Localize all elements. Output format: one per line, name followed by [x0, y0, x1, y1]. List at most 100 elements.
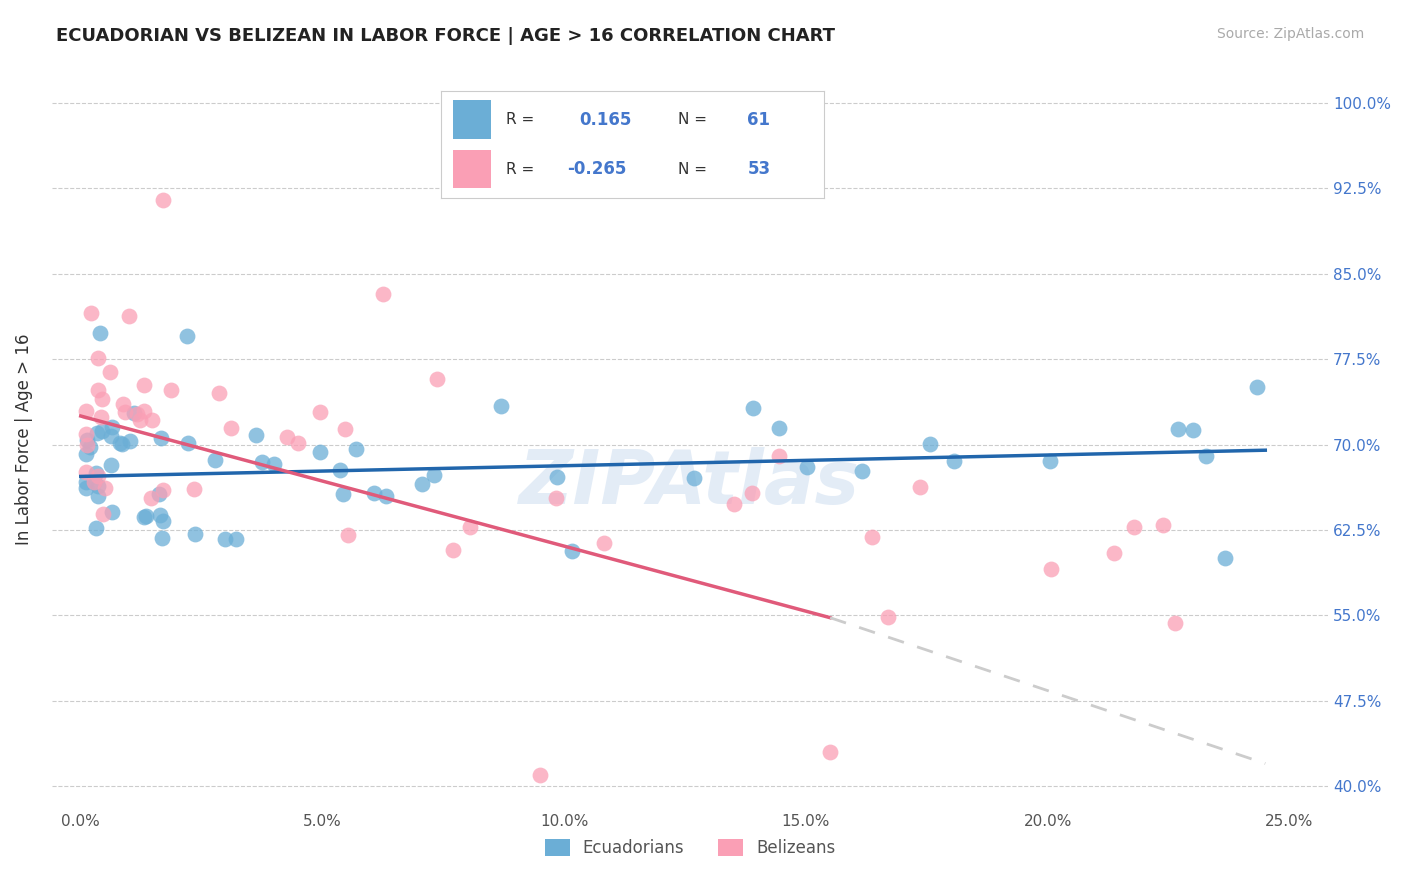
Point [411, 477, 433, 491]
Point [1213, 550, 1236, 565]
Point [309, 445, 332, 459]
Point [1040, 562, 1063, 576]
Point [1152, 517, 1174, 532]
Point [176, 329, 198, 343]
Point [75, 427, 97, 442]
Point [333, 422, 356, 436]
Point [152, 483, 174, 497]
Point [79, 440, 101, 454]
Point [98, 365, 121, 379]
Point [308, 405, 330, 419]
Point [592, 536, 614, 550]
Point [90, 424, 112, 438]
Text: ZIPAtlas: ZIPAtlas [519, 447, 860, 520]
Point [818, 745, 841, 759]
Point [561, 544, 583, 558]
Point [110, 436, 132, 450]
Point [83, 475, 105, 489]
Point [149, 508, 172, 522]
Point [152, 515, 174, 529]
Point [1039, 454, 1062, 468]
Point [87, 479, 110, 493]
Point [441, 543, 464, 558]
Point [75, 465, 97, 479]
Point [87, 489, 110, 503]
Point [184, 526, 207, 541]
Point [1123, 520, 1146, 534]
Point [122, 406, 145, 420]
Point [363, 486, 385, 500]
Point [75, 475, 97, 489]
Point [94, 481, 117, 495]
Point [87, 468, 110, 483]
Legend: Ecuadorians, Belizeans: Ecuadorians, Belizeans [538, 832, 842, 863]
Point [741, 401, 763, 415]
Point [148, 487, 170, 501]
Point [328, 463, 350, 477]
Point [423, 468, 446, 483]
Point [76, 433, 98, 447]
Text: Source: ZipAtlas.com: Source: ZipAtlas.com [1216, 27, 1364, 41]
Point [149, 431, 172, 445]
Point [860, 530, 883, 544]
Point [252, 455, 274, 469]
Point [101, 420, 124, 434]
Point [374, 490, 396, 504]
Point [489, 400, 512, 414]
Point [83, 475, 105, 489]
Point [723, 497, 745, 511]
Point [1102, 546, 1125, 560]
Point [75, 447, 97, 461]
Point [426, 372, 449, 386]
Text: ECUADORIAN VS BELIZEAN IN LABOR FORCE | AGE > 16 CORRELATION CHART: ECUADORIAN VS BELIZEAN IN LABOR FORCE | … [56, 27, 835, 45]
Point [141, 413, 163, 427]
Point [87, 351, 110, 366]
Point [118, 434, 141, 449]
Point [128, 413, 150, 427]
Point [132, 377, 155, 392]
Point [75, 404, 97, 418]
Point [90, 392, 112, 406]
Point [942, 453, 965, 467]
Point [90, 409, 112, 424]
Point [132, 510, 155, 524]
Point [546, 491, 568, 505]
Y-axis label: In Labor Force | Age > 16: In Labor Force | Age > 16 [15, 333, 32, 544]
Point [152, 193, 174, 207]
Point [908, 480, 931, 494]
Point [84, 520, 107, 534]
Point [76, 438, 98, 452]
Point [183, 483, 205, 497]
Point [1246, 379, 1268, 393]
Point [332, 487, 354, 501]
Point [741, 486, 763, 500]
Point [125, 407, 148, 421]
Point [245, 428, 267, 442]
Point [100, 429, 122, 443]
Point [546, 470, 568, 484]
Point [219, 421, 242, 435]
Point [208, 386, 231, 401]
Point [89, 326, 111, 340]
Point [100, 458, 122, 473]
Point [876, 610, 898, 624]
Point [851, 464, 873, 478]
Point [214, 533, 236, 547]
Point [336, 527, 359, 541]
Point [111, 397, 134, 411]
Point [132, 403, 155, 417]
Point [150, 531, 173, 545]
Point [276, 430, 298, 444]
Point [287, 436, 309, 450]
Point [225, 533, 247, 547]
Point [134, 508, 156, 523]
Point [110, 437, 132, 451]
Point [75, 481, 97, 495]
Point [84, 466, 107, 480]
Point [1182, 423, 1205, 437]
Point [683, 471, 706, 485]
Point [101, 505, 124, 519]
Point [114, 405, 136, 419]
Point [263, 457, 285, 471]
Point [160, 383, 183, 397]
